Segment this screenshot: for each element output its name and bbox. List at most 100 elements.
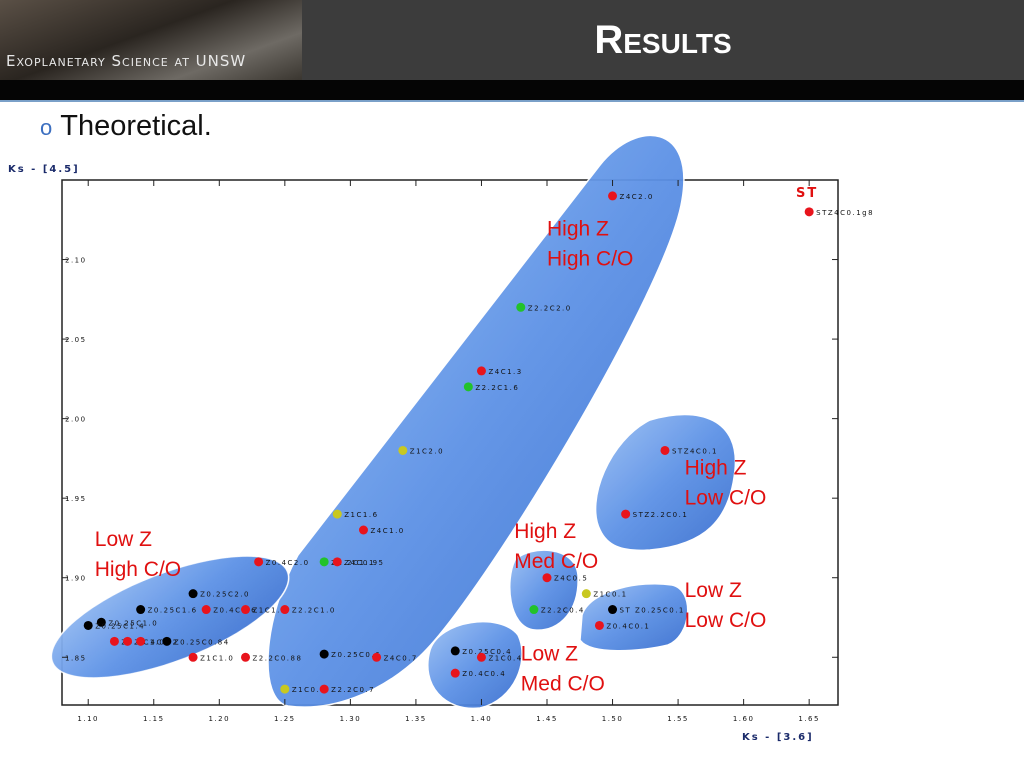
bullet-text: Theoretical. <box>60 110 212 142</box>
region-label: High Z <box>547 218 609 241</box>
point-label: Z2.2C0.7 <box>331 686 375 694</box>
x-tick-label: 1.25 <box>274 715 296 723</box>
point-label: Z1C0.4 <box>488 654 522 662</box>
point-label: Z0.25C1.4 <box>95 622 145 630</box>
data-point <box>804 207 814 217</box>
point-label: Z2.2C0.4 <box>541 607 585 615</box>
y-tick-label: 1.85 <box>65 654 87 662</box>
region <box>579 583 689 652</box>
x-tick-label: 1.65 <box>798 715 820 723</box>
region <box>594 413 737 552</box>
data-point <box>332 557 342 567</box>
x-tick-label: 1.20 <box>209 715 231 723</box>
data-point <box>136 636 146 646</box>
data-point <box>476 366 486 376</box>
y-tick-label: 1.95 <box>65 495 87 503</box>
region <box>427 620 523 710</box>
data-point <box>241 652 251 662</box>
data-point <box>162 636 172 646</box>
data-point <box>358 525 368 535</box>
y-tick-label: 1.90 <box>65 575 87 583</box>
data-point <box>332 509 342 519</box>
data-point <box>594 620 604 630</box>
point-label: Z0.25C1.6 <box>148 607 198 615</box>
region-label: Low C/O <box>685 486 767 509</box>
data-point <box>280 605 290 615</box>
data-point <box>398 445 408 455</box>
point-label: Z1C0.1 <box>593 591 627 599</box>
x-tick-label: 1.10 <box>77 715 99 723</box>
x-tick-label: 1.55 <box>667 715 689 723</box>
point-label: Z0.4C0.1 <box>606 622 650 630</box>
point-label: Z0.4C0.4 <box>462 670 506 678</box>
data-point <box>660 445 670 455</box>
point-label: Z1C0.7 <box>292 686 326 694</box>
header: Exoplanetary Science at UNSW Results <box>0 0 1024 80</box>
point-label: Z2.2C1.1 <box>331 559 375 567</box>
point-label: STZ4C0.1 <box>672 447 718 455</box>
data-point <box>188 589 198 599</box>
point-label: STZ4C0.1g8 <box>816 209 874 217</box>
region <box>509 549 579 631</box>
point-label: Z0.25C0.84 <box>174 638 230 646</box>
region-label: High Z <box>685 456 747 479</box>
region-label: Low C/O <box>685 609 767 632</box>
x-tick-label: 1.45 <box>536 715 558 723</box>
x-tick-label: 1.15 <box>143 715 165 723</box>
region-label: High Z <box>514 520 576 543</box>
y-tick-label: 2.05 <box>65 336 87 344</box>
region-label: Med C/O <box>521 672 605 695</box>
region-label: Low Z <box>95 528 152 551</box>
data-point <box>608 605 618 615</box>
bullet: o Theoretical. <box>40 110 212 142</box>
data-point <box>450 668 460 678</box>
data-point <box>476 652 486 662</box>
corner-label: ST <box>796 186 818 201</box>
point-label: Z0.25C1.0 <box>108 619 158 627</box>
data-point <box>241 605 251 615</box>
point-label: Z2.2C0.88 <box>253 654 303 662</box>
data-point <box>319 649 329 659</box>
point-label: Z4C1.0 <box>370 527 404 535</box>
region-label: Med C/O <box>514 550 598 573</box>
point-label: Z0.25C2.0 <box>200 591 250 599</box>
x-tick-label: 1.35 <box>405 715 427 723</box>
region-label: High C/O <box>547 248 633 271</box>
divider-bar <box>0 80 1024 102</box>
data-point <box>450 646 460 656</box>
data-point <box>581 589 591 599</box>
data-point <box>319 684 329 694</box>
y-tick-label: 2.00 <box>65 416 87 424</box>
logo-text: Exoplanetary Science at UNSW <box>6 52 247 70</box>
x-tick-label: 1.30 <box>340 715 362 723</box>
point-label: Z1C2.0 <box>410 447 444 455</box>
point-label: Z4C0.7 <box>384 654 418 662</box>
x-axis-label: Ks - [3.6] <box>742 732 814 743</box>
regions <box>50 134 737 710</box>
point-label: Z0.4C1.6 <box>213 607 257 615</box>
point-label: Z0.4C2.0 <box>266 559 310 567</box>
data-point <box>83 620 93 630</box>
data-point <box>319 557 329 567</box>
region <box>50 555 290 679</box>
data-point <box>621 509 631 519</box>
data-point <box>463 382 473 392</box>
data-point <box>254 557 264 567</box>
point-label: Z4C0.5 <box>554 575 588 583</box>
point-label: Z0.4C1.2 <box>135 638 179 646</box>
point-label: Z4C2.0 <box>620 193 654 201</box>
point-label: Z2.2C1.0 <box>292 607 336 615</box>
data-point <box>542 573 552 583</box>
point-label: ST Z0.25C0.1 <box>620 607 685 615</box>
point-label: Z2.2C2.0 <box>528 304 572 312</box>
point-label: Z4C1.3 <box>488 368 522 376</box>
x-tick-label: 1.60 <box>733 715 755 723</box>
data-point <box>529 605 539 615</box>
point-label: Z4C0.95 <box>344 559 384 567</box>
data-point <box>372 652 382 662</box>
point-label: Z1C1.3 <box>253 607 287 615</box>
data-point <box>516 302 526 312</box>
data-point <box>280 684 290 694</box>
